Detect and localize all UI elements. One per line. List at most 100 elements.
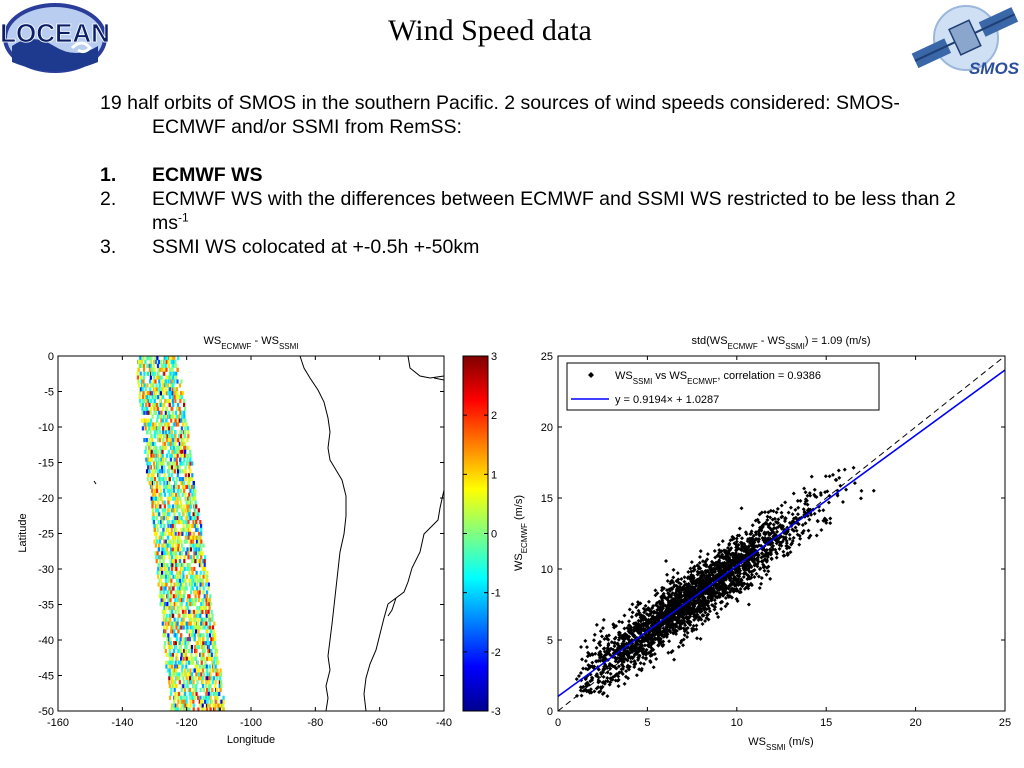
scatter-point bbox=[599, 652, 604, 657]
scatter-point bbox=[728, 547, 733, 552]
scatter-point bbox=[747, 574, 752, 579]
scatter-point bbox=[833, 477, 838, 482]
swath-cell bbox=[181, 469, 184, 474]
swath-cell bbox=[168, 504, 171, 509]
swath-cell bbox=[167, 484, 170, 490]
scatter-point bbox=[585, 654, 590, 659]
scatter-point bbox=[657, 639, 662, 644]
scatter-point bbox=[638, 661, 643, 666]
swath-cell bbox=[162, 430, 165, 435]
scatter-ytick-label: 5 bbox=[547, 635, 553, 647]
swath-cell bbox=[154, 457, 157, 462]
swath-cell bbox=[151, 508, 155, 513]
map-xtick-label: -80 bbox=[307, 717, 323, 729]
swath-cell bbox=[194, 594, 197, 599]
swath-cell bbox=[186, 426, 189, 431]
map-xtick-label: -100 bbox=[240, 717, 262, 729]
swath-cell bbox=[166, 414, 169, 419]
scatter-point bbox=[637, 648, 642, 653]
scatter-point bbox=[791, 491, 796, 496]
swath-cell bbox=[143, 371, 146, 376]
swath-cell bbox=[185, 660, 188, 665]
scatter-point bbox=[809, 474, 814, 479]
swath-cell bbox=[181, 441, 184, 447]
scatter-point bbox=[742, 581, 747, 586]
swath-cell bbox=[181, 414, 184, 419]
swath-cell bbox=[181, 621, 184, 626]
swath-cell bbox=[164, 441, 167, 447]
scatter-point bbox=[762, 553, 767, 558]
map-xtick-label: -40 bbox=[436, 717, 452, 729]
swath-cell bbox=[154, 391, 158, 396]
swath-cell bbox=[185, 621, 188, 626]
scatter-point bbox=[763, 520, 768, 525]
swath-cell bbox=[196, 527, 199, 533]
swath-cell bbox=[188, 527, 191, 533]
scatter-point bbox=[643, 603, 648, 608]
scatter-point bbox=[835, 493, 840, 498]
swath-cell bbox=[162, 426, 165, 431]
swath-cell bbox=[173, 551, 176, 556]
swath-cell bbox=[169, 641, 172, 646]
scatter-point bbox=[743, 530, 748, 535]
scatter-point bbox=[712, 598, 717, 603]
scatter-point bbox=[606, 641, 611, 646]
swath-cell bbox=[170, 644, 173, 650]
swath-cell bbox=[168, 613, 171, 618]
swath-cell bbox=[155, 406, 158, 411]
scatter-point bbox=[722, 548, 727, 553]
bullet-text: 19 half orbits of SMOS in the southern P… bbox=[100, 91, 960, 259]
swath-cell bbox=[189, 469, 192, 474]
scatter-point bbox=[739, 506, 744, 511]
swath-cell bbox=[181, 484, 185, 490]
swath-cell bbox=[142, 375, 146, 380]
swath-cell bbox=[146, 461, 149, 466]
swath-cell bbox=[190, 648, 193, 654]
scatter-point bbox=[597, 690, 602, 695]
scatter-point bbox=[730, 537, 735, 542]
swath-cell bbox=[164, 457, 167, 462]
swath-cell bbox=[163, 602, 167, 607]
swath-cell bbox=[161, 457, 165, 462]
swath-cell bbox=[193, 547, 196, 552]
swath-cell bbox=[164, 531, 167, 536]
scatter-point bbox=[676, 644, 681, 649]
swath-cell bbox=[164, 363, 167, 369]
swath-cell bbox=[151, 422, 155, 427]
swath-cell bbox=[160, 594, 163, 599]
swath-cell bbox=[146, 383, 149, 388]
swath-cell bbox=[201, 699, 204, 704]
swath-cell bbox=[159, 453, 163, 458]
scatter-point bbox=[661, 639, 666, 644]
swath-cell bbox=[203, 559, 206, 564]
swath-cell bbox=[176, 539, 180, 544]
scatter-point bbox=[637, 625, 642, 630]
swath-cell bbox=[172, 586, 175, 591]
swath-cell bbox=[185, 539, 188, 544]
scatter-point bbox=[654, 614, 659, 619]
map-ytick-label: -50 bbox=[38, 706, 54, 718]
swath-cell bbox=[208, 613, 211, 618]
scatter-point bbox=[656, 604, 661, 609]
swath-cell bbox=[200, 656, 203, 661]
swath-cell bbox=[193, 656, 196, 661]
scatter-point bbox=[769, 557, 774, 562]
scatter-point bbox=[830, 472, 835, 477]
swath-cell bbox=[178, 547, 181, 552]
scatter-point bbox=[691, 607, 696, 612]
swath-cell bbox=[171, 379, 174, 384]
scatter-point bbox=[674, 583, 679, 588]
swath-cell bbox=[198, 531, 201, 536]
swath-cell bbox=[178, 512, 181, 517]
swath-cell bbox=[167, 633, 170, 638]
swath-cell bbox=[170, 484, 173, 490]
scatter-point bbox=[694, 636, 699, 641]
swath-cell bbox=[172, 363, 175, 369]
scatter-point bbox=[682, 632, 687, 637]
scatter-point bbox=[698, 549, 703, 554]
swath-cell bbox=[169, 551, 172, 556]
swath-cell bbox=[209, 641, 212, 646]
scatter-point bbox=[780, 539, 785, 544]
swath-cell bbox=[177, 590, 180, 595]
scatter-point bbox=[782, 531, 787, 536]
